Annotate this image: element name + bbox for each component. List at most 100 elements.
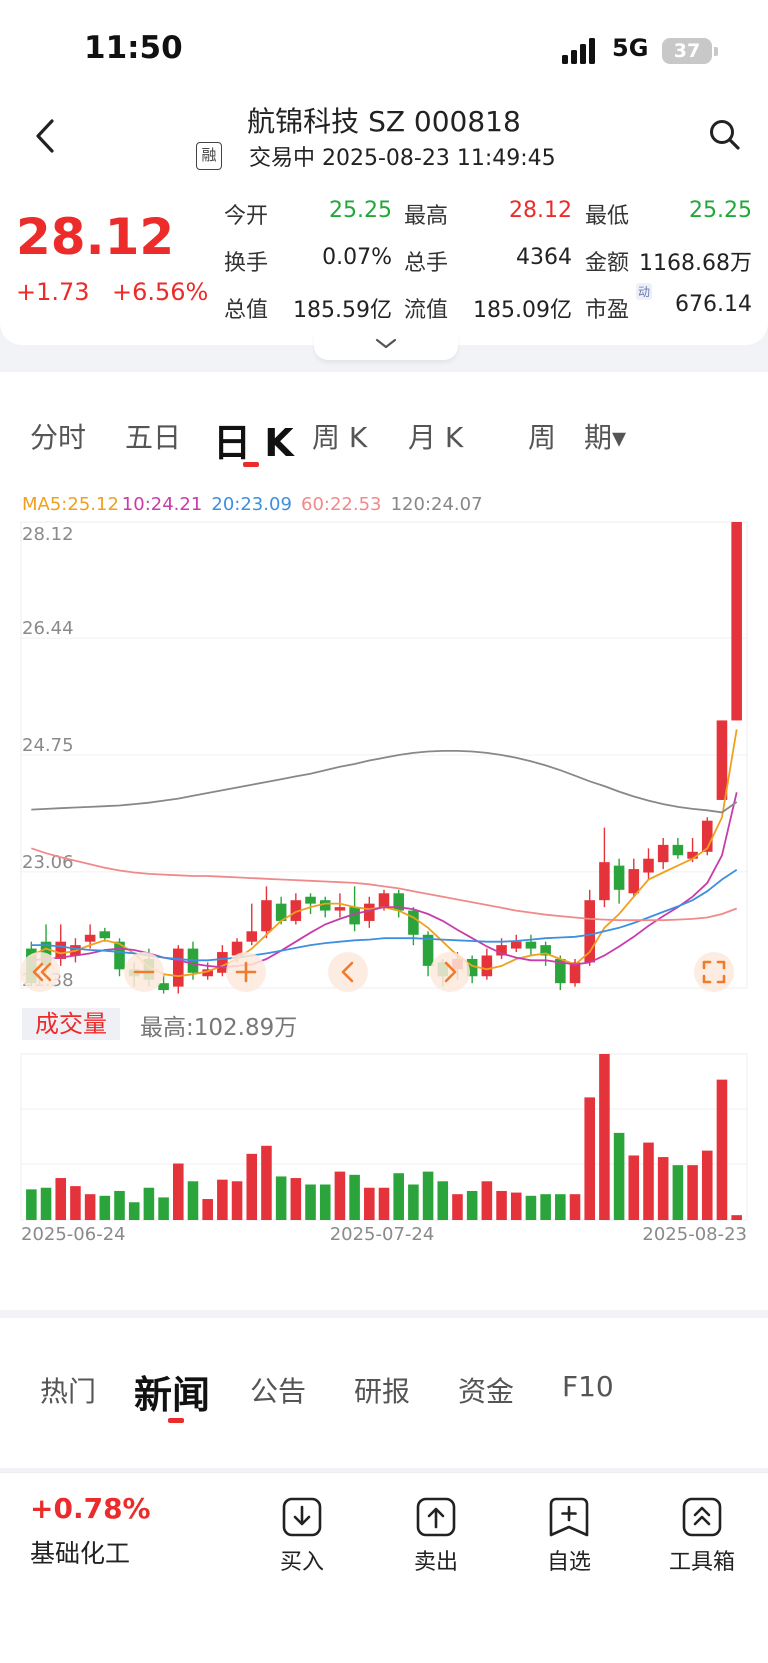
date-tick-label: 2025-07-24 <box>330 1224 435 1245</box>
volume-bar <box>128 1202 140 1220</box>
scroll-left-icon-bg <box>20 952 60 992</box>
volume-bar <box>555 1194 566 1220</box>
volume-bar <box>55 1178 67 1220</box>
toolbox-button[interactable]: 工具箱 <box>662 1496 742 1576</box>
step-left-icon[interactable] <box>341 961 354 983</box>
candle-body <box>202 969 213 977</box>
quote-value: 185.59亿 <box>293 298 392 323</box>
candle-body <box>261 900 272 932</box>
pe-dynamic-badge: 动 <box>636 283 653 300</box>
status-time: 11:50 <box>84 30 183 66</box>
scroll-left-icon[interactable] <box>32 962 52 982</box>
buy-button[interactable]: 买入 <box>262 1496 342 1576</box>
watchlist-button[interactable]: 自选 <box>529 1496 609 1576</box>
candle-body <box>569 962 581 984</box>
candle-body <box>496 945 507 956</box>
trading-status: 交易中 2025-08-23 11:49:45 <box>249 146 556 171</box>
volume-bar <box>452 1194 463 1220</box>
quote-label: 最高 <box>404 204 449 229</box>
quote-label: 今开 <box>224 204 269 229</box>
candle-body <box>408 910 419 935</box>
volume-bar <box>613 1132 625 1220</box>
quote-label: 总值 <box>224 298 269 323</box>
bottom-action-bar <box>0 1472 768 1663</box>
tab-funds[interactable]: 资金 <box>458 1375 515 1408</box>
candle-body <box>217 952 228 973</box>
volume-bar <box>422 1171 434 1220</box>
candle-body <box>466 958 478 977</box>
active-news-tab-indicator <box>168 1418 184 1423</box>
volume-bar <box>393 1173 404 1220</box>
quote-label: 金额 <box>585 251 630 276</box>
sector-name[interactable]: 基础化工 <box>30 1539 131 1568</box>
candle-body <box>231 941 243 956</box>
battery-icon: 37 <box>662 38 718 64</box>
price-tick-label: 24.75 <box>22 735 74 756</box>
tab-research[interactable]: 研报 <box>354 1375 411 1408</box>
expand-button[interactable] <box>314 332 458 360</box>
candle-body <box>114 941 125 970</box>
volume-bar <box>143 1187 155 1220</box>
current-price: 28.12 <box>16 208 175 266</box>
stock-title: 航锦科技 SZ 000818 <box>247 105 521 138</box>
kline-chart[interactable]: MA5:25.12 10:24.21 20:23.09 60:22.53 120:24.… <box>0 490 768 1250</box>
sell-icon <box>416 1497 456 1537</box>
quote-value: 25.25 <box>689 198 752 223</box>
volume-bar <box>466 1190 478 1220</box>
volume-bar <box>231 1181 243 1220</box>
sector-change[interactable]: +0.78% <box>30 1492 151 1525</box>
price-tick-label: 28.12 <box>22 524 74 545</box>
volume-bar <box>158 1197 169 1220</box>
zoom-in-icon[interactable] <box>235 961 257 983</box>
active-tab-indicator <box>243 462 259 467</box>
tab-day-k[interactable]: 日 K <box>213 421 294 465</box>
tab-hot[interactable]: 热门 <box>40 1375 97 1408</box>
candle-body <box>55 941 67 959</box>
candle-body <box>657 844 669 863</box>
volume-bar <box>731 1215 742 1220</box>
quote-value: 4364 <box>516 245 572 270</box>
volume-bar <box>716 1079 728 1220</box>
search-icon[interactable] <box>708 118 742 152</box>
toolbox-label: 工具箱 <box>668 1550 735 1575</box>
volume-label[interactable]: 成交量 <box>22 1008 120 1040</box>
price-change-percent: +6.56% <box>112 278 209 306</box>
ma-legend-3: 60:22.53 <box>301 494 382 515</box>
candle-body <box>643 858 654 873</box>
margin-badge: 融 <box>196 142 222 170</box>
volume-bar <box>84 1194 96 1220</box>
volume-bar <box>275 1176 287 1220</box>
volume-bar <box>378 1187 390 1220</box>
tab-five-day[interactable]: 五日 <box>125 421 182 454</box>
step-left-icon-bg <box>328 952 368 992</box>
tab-intraday[interactable]: 分时 <box>30 421 87 454</box>
candle-body <box>172 948 184 987</box>
volume-bar <box>584 1097 596 1220</box>
tab-announcements[interactable]: 公告 <box>250 1375 307 1408</box>
step-right-icon[interactable] <box>444 961 457 983</box>
tab-f10[interactable]: F10 <box>562 1370 614 1403</box>
volume-bar <box>202 1199 213 1220</box>
tab-news[interactable]: 新闻 <box>134 1373 211 1417</box>
tab-period-dropdown[interactable]: 周 期▾ <box>528 421 627 454</box>
candle-body <box>584 900 596 963</box>
ma-legend-0: MA5:25.12 <box>22 494 119 515</box>
tab-week-k[interactable]: 周 K <box>312 421 368 454</box>
volume-bar <box>687 1165 698 1220</box>
buy-icon <box>282 1497 322 1537</box>
fullscreen-icon[interactable] <box>702 960 726 984</box>
candle-body <box>84 934 96 942</box>
candle-body <box>555 958 566 984</box>
sell-button[interactable]: 卖出 <box>396 1496 476 1576</box>
back-icon[interactable] <box>32 116 58 156</box>
candle-body <box>731 522 742 721</box>
candle-body <box>393 893 404 911</box>
volume-bar <box>525 1195 537 1220</box>
volume-bar <box>569 1194 581 1220</box>
volume-bar <box>672 1165 684 1220</box>
price-tick-label: 23.06 <box>22 852 74 873</box>
candle-body <box>422 934 434 966</box>
fullscreen-icon-bg <box>694 952 734 992</box>
quote-value: 25.25 <box>329 198 392 223</box>
tab-month-k[interactable]: 月 K <box>408 421 464 454</box>
